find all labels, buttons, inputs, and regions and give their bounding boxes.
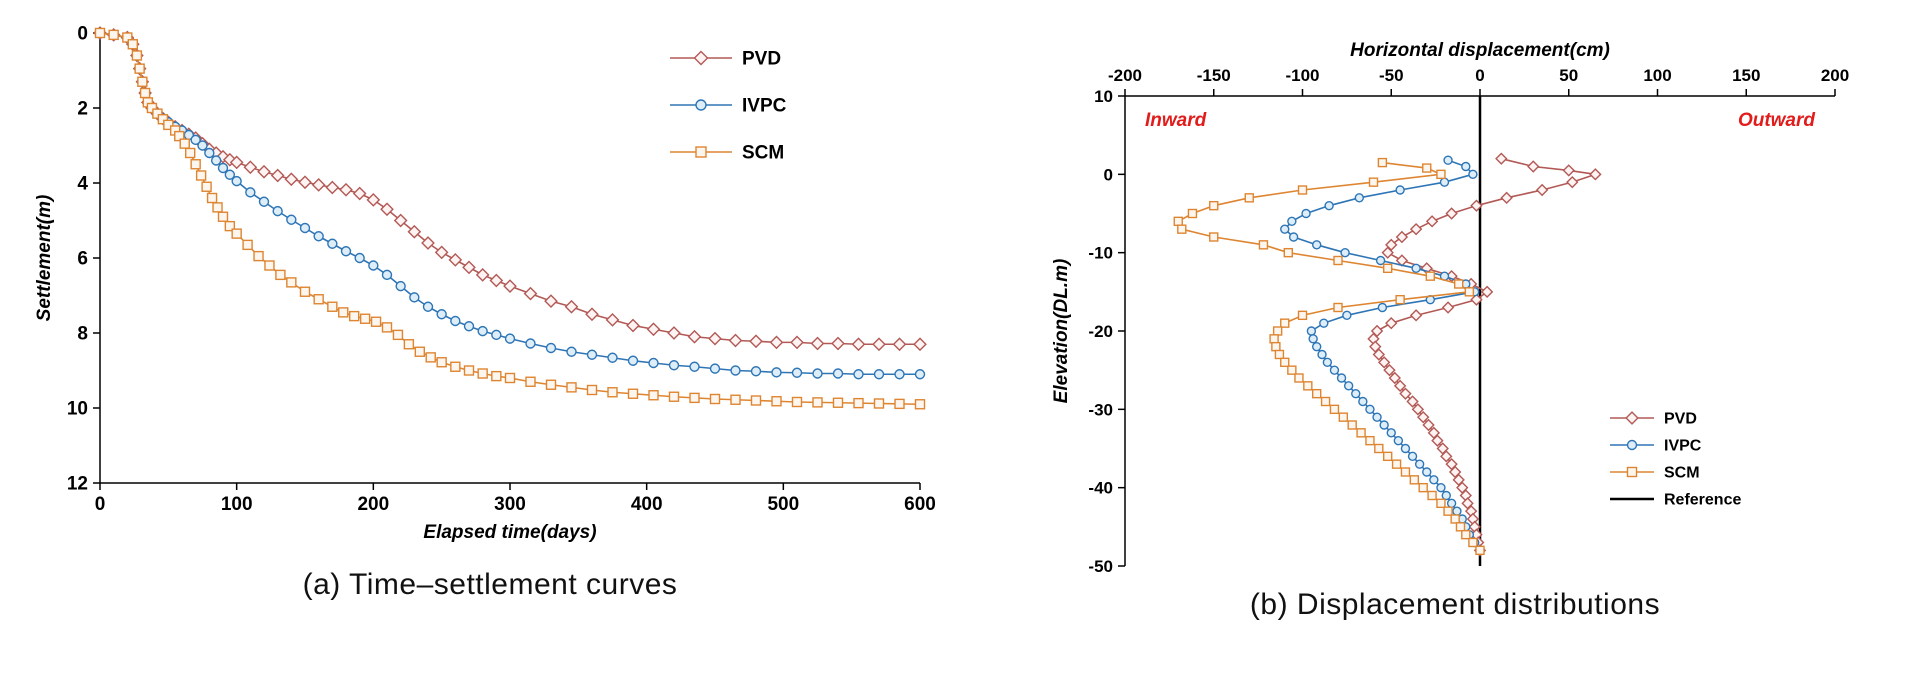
time-settlement-chart: 0 2 4 6 8 10 12 Settlement(m) 0 100 200 300 400 500 60… xyxy=(34,24,936,543)
svg-text:150: 150 xyxy=(1732,66,1760,85)
svg-text:Elapsed time(days): Elapsed time(days) xyxy=(423,522,596,543)
svg-text:Settlement(m): Settlement(m) xyxy=(34,195,55,322)
svg-text:0: 0 xyxy=(77,24,88,45)
svg-text:300: 300 xyxy=(494,494,526,515)
svg-text:-200: -200 xyxy=(1108,66,1142,85)
displacement-distribution-x-axis: -200 -150 -100 -50 0 50 100 150 200 Horizontal di… xyxy=(1108,40,1849,97)
pvd-series xyxy=(1367,152,1602,557)
svg-text:4: 4 xyxy=(77,174,88,195)
svg-text:100: 100 xyxy=(1643,66,1671,85)
svg-text:-100: -100 xyxy=(1285,66,1319,85)
time-settlement-plot: 0 2 4 6 8 10 12 Settlement(m) 0 100 200 300 400 500 60… xyxy=(34,24,936,543)
displacement-distribution-y-axis: 10 0 -10 -20 -30 -40 -50 Elevation(DL.m) xyxy=(1051,87,1126,576)
svg-text:-150: -150 xyxy=(1197,66,1231,85)
svg-text:-20: -20 xyxy=(1088,322,1113,341)
svg-text:-10: -10 xyxy=(1088,244,1113,263)
scm-series xyxy=(1173,157,1485,556)
svg-text:0: 0 xyxy=(1104,165,1113,184)
figure-a: 0 2 4 6 8 10 12 Settlement(m) 0 100 200 300 400 500 60… xyxy=(30,18,950,602)
svg-text:PVD: PVD xyxy=(1664,411,1697,428)
svg-text:50: 50 xyxy=(1559,66,1578,85)
caption-a: (a) Time–settlement curves xyxy=(302,568,678,601)
svg-text:SCM: SCM xyxy=(1664,465,1700,482)
svg-text:SCM: SCM xyxy=(742,143,784,164)
svg-text:10: 10 xyxy=(1094,87,1113,106)
time-settlement-x-axis: 0 100 200 300 400 500 600 Elapsed time(days) xyxy=(95,482,936,543)
svg-text:0: 0 xyxy=(95,494,106,515)
svg-text:0: 0 xyxy=(1475,66,1484,85)
svg-text:400: 400 xyxy=(631,494,663,515)
time-settlement-legend: PVD IVPC SCM xyxy=(670,49,787,164)
svg-text:8: 8 xyxy=(77,324,88,345)
svg-text:PVD: PVD xyxy=(742,49,781,70)
svg-text:10: 10 xyxy=(67,399,88,420)
svg-text:12: 12 xyxy=(67,474,88,495)
displacement-distribution-legend: PVD IVPC SCM Reference xyxy=(1610,411,1741,509)
svg-text:Horizontal displacement(cm): Horizontal displacement(cm) xyxy=(1350,40,1610,61)
svg-text:-40: -40 xyxy=(1088,479,1113,498)
time-settlement-y-axis: 0 2 4 6 8 10 12 Settlement(m) xyxy=(34,24,101,495)
svg-text:200: 200 xyxy=(1821,66,1849,85)
svg-text:6: 6 xyxy=(77,249,88,270)
svg-text:-50: -50 xyxy=(1088,557,1113,576)
annotation-inward: Inward xyxy=(1145,110,1207,131)
svg-text:-30: -30 xyxy=(1088,400,1113,419)
caption-b: (b) Displacement distributions xyxy=(1249,588,1661,621)
svg-text:200: 200 xyxy=(357,494,389,515)
svg-text:IVPC: IVPC xyxy=(1664,438,1702,455)
svg-text:600: 600 xyxy=(904,494,936,515)
svg-text:Reference: Reference xyxy=(1664,492,1741,509)
scm-series xyxy=(94,27,926,410)
svg-text:100: 100 xyxy=(221,494,253,515)
svg-text:Elevation(DL.m): Elevation(DL.m) xyxy=(1051,259,1072,404)
svg-text:500: 500 xyxy=(767,494,799,515)
svg-text:-50: -50 xyxy=(1379,66,1404,85)
svg-text:IVPC: IVPC xyxy=(742,96,787,117)
svg-text:2: 2 xyxy=(77,99,88,120)
pvd-series xyxy=(93,26,927,352)
annotation-outward: Outward xyxy=(1738,110,1815,131)
figure-b: 10 0 -10 -20 -30 -40 -50 Elevation(DL.m) -200 -15… xyxy=(1045,18,1865,622)
